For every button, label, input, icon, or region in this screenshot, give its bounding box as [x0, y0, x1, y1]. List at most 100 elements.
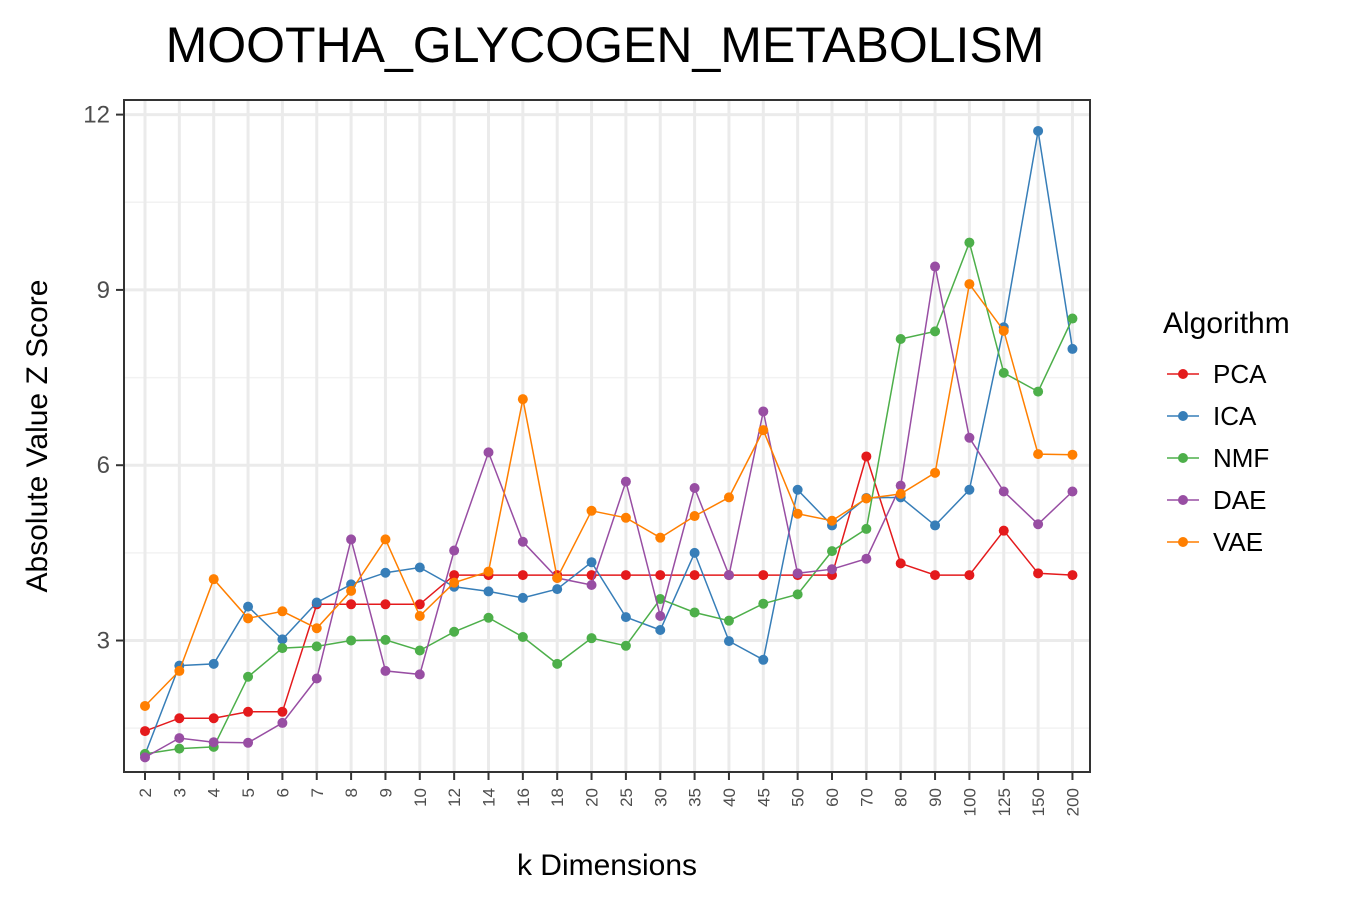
data-point-vae — [483, 566, 494, 577]
data-point-pca — [1067, 570, 1078, 581]
x-tick-label: 60 — [823, 788, 842, 807]
data-point-vae — [552, 572, 563, 583]
x-tick-label: 14 — [480, 788, 499, 807]
data-point-ica — [208, 658, 219, 669]
data-point-nmf — [174, 743, 185, 754]
data-point-ica — [930, 520, 941, 531]
data-point-pca — [1033, 568, 1044, 579]
data-point-vae — [414, 610, 425, 621]
data-point-dae — [620, 476, 631, 487]
data-point-nmf — [1067, 313, 1078, 324]
x-tick-label: 10 — [411, 788, 430, 807]
series-line-dae — [144, 266, 1074, 759]
data-point-vae — [655, 532, 666, 543]
legend-label: PCA — [1213, 359, 1267, 389]
data-point-vae — [861, 493, 872, 504]
legend-item-vae: VAE — [1167, 527, 1263, 557]
data-point-dae — [517, 536, 528, 547]
data-point-pca — [174, 713, 185, 724]
x-tick-label: 90 — [926, 788, 945, 807]
data-point-dae — [723, 570, 734, 581]
data-point-pca — [346, 599, 357, 610]
x-tick-label: 80 — [892, 788, 911, 807]
y-tick-label: 12 — [83, 102, 110, 129]
data-point-nmf — [449, 626, 460, 637]
x-tick-label: 4 — [205, 788, 224, 797]
data-point-ica — [758, 654, 769, 665]
data-point-ica — [483, 586, 494, 597]
data-point-vae — [243, 613, 254, 624]
y-tick-label: 3 — [97, 628, 110, 655]
data-point-vae — [517, 394, 528, 405]
data-point-nmf — [414, 645, 425, 656]
data-point-vae — [140, 700, 150, 711]
x-tick-label: 40 — [720, 788, 739, 807]
x-tick-label: 30 — [651, 788, 670, 807]
data-point-ica — [586, 557, 597, 568]
data-point-pca — [449, 570, 460, 581]
data-point-dae — [1067, 486, 1078, 497]
legend-label: NMF — [1213, 443, 1269, 473]
data-point-vae — [311, 623, 322, 634]
data-point-ica — [243, 601, 254, 612]
data-point-ica — [552, 584, 563, 595]
data-point-nmf — [655, 594, 666, 605]
legend-label: VAE — [1213, 527, 1263, 557]
data-point-nmf — [311, 641, 322, 652]
data-point-pca — [930, 570, 941, 581]
data-point-vae — [930, 467, 941, 478]
data-point-vae — [380, 534, 391, 545]
series-line-nmf — [144, 240, 1074, 755]
data-point-vae — [1033, 449, 1044, 460]
data-point-pca — [998, 525, 1009, 536]
data-point-dae — [483, 447, 494, 458]
data-point-vae — [174, 665, 185, 676]
x-tick-label: 50 — [789, 788, 808, 807]
data-point-pca — [380, 599, 391, 610]
data-point-nmf — [243, 671, 254, 682]
data-point-vae — [827, 515, 837, 526]
data-point-vae — [586, 505, 597, 516]
data-point-ica — [517, 592, 528, 603]
grid-minor — [124, 201, 1090, 729]
legend-items: PCA ICA NMF DAE VAE — [1167, 359, 1269, 557]
data-point-ica — [380, 567, 391, 578]
series-layer — [140, 125, 1078, 763]
legend: Algorithm PCA ICA NMF DAE VAE — [1163, 307, 1290, 557]
x-tick-label: 150 — [1029, 788, 1048, 816]
data-point-nmf — [620, 640, 631, 651]
data-point-ica — [311, 597, 322, 608]
data-point-dae — [277, 717, 288, 728]
data-point-vae — [998, 325, 1009, 336]
data-point-nmf — [586, 633, 597, 644]
data-point-pca — [517, 570, 528, 581]
data-point-dae — [449, 545, 460, 556]
grid-major — [124, 100, 1090, 772]
x-tick-label: 2 — [136, 788, 155, 797]
x-tick-label: 7 — [308, 788, 327, 797]
series-vae — [140, 279, 1078, 711]
legend-label: ICA — [1213, 401, 1257, 431]
x-tick-label: 12 — [445, 788, 464, 807]
data-point-pca — [895, 558, 906, 569]
data-point-dae — [1033, 519, 1044, 530]
data-point-dae — [208, 737, 219, 748]
x-tick-label: 200 — [1063, 788, 1082, 816]
data-point-dae — [689, 483, 700, 494]
data-point-ica — [792, 484, 803, 495]
chart-title: MOOTHA_GLYCOGEN_METABOLISM — [166, 17, 1045, 73]
x-tick-label: 100 — [960, 788, 979, 816]
y-tick-label: 9 — [97, 277, 110, 304]
data-point-vae — [620, 512, 631, 523]
data-point-dae — [140, 752, 150, 763]
x-tick-label: 3 — [170, 788, 189, 797]
legend-key-point — [1178, 495, 1188, 505]
data-point-dae — [827, 564, 837, 575]
data-point-dae — [346, 534, 357, 545]
x-tick-label: 16 — [514, 788, 533, 807]
data-point-dae — [243, 737, 254, 748]
y-axis: 3 6 9 12 — [83, 102, 124, 655]
series-dae — [140, 261, 1078, 763]
legend-key-point — [1178, 453, 1188, 463]
